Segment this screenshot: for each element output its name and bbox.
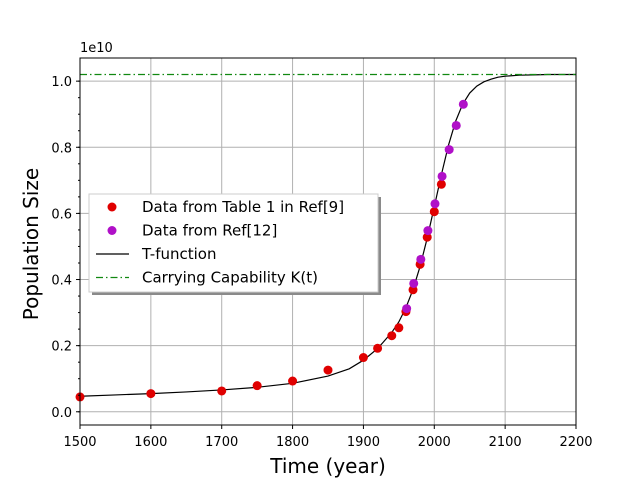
- legend-label: T-function: [141, 245, 216, 263]
- ref12-data-point: [444, 145, 454, 155]
- ref9-data-point: [252, 381, 262, 391]
- t-function-line: [79, 73, 576, 397]
- legend-label: Data from Table 1 in Ref[9]: [142, 198, 344, 216]
- x-tick-label: 1800: [276, 435, 309, 450]
- x-tick-label: 1900: [347, 435, 380, 450]
- legend-marker: [107, 202, 117, 212]
- ref12-data-point: [402, 304, 412, 314]
- y-tick-label: 0.0: [51, 406, 72, 421]
- ref12-data-point: [437, 171, 447, 181]
- y-exponent-label: 1e10: [80, 41, 113, 56]
- legend: Data from Table 1 in Ref[9] Data from Ref…: [88, 193, 381, 295]
- y-axis-label: Population Size: [19, 168, 43, 321]
- ref12-data-point: [458, 99, 468, 109]
- x-tick-label: 2000: [418, 435, 451, 450]
- x-tick-label: 1600: [134, 435, 167, 450]
- ref12-data-point: [409, 278, 419, 288]
- ref9-data-point: [146, 389, 156, 399]
- y-tick-label: 1.0: [51, 75, 72, 90]
- ref9-data-point: [436, 179, 446, 189]
- legend-marker: [107, 226, 117, 235]
- x-tick-label: 1500: [63, 435, 96, 450]
- y-tick-label: 0.2: [51, 340, 72, 355]
- ref12-data-point: [423, 226, 433, 236]
- legend-box: [88, 193, 379, 293]
- axis-ticks: 1500 1600 1700 1800 1900 2000 2100 2200 0.0 0.2 0.…: [51, 75, 592, 450]
- ref9-data-point: [288, 376, 298, 386]
- y-tick-label: 0.4: [51, 274, 72, 289]
- ref9-data-point: [387, 331, 397, 341]
- ref9-data-point: [373, 343, 383, 353]
- ref9-data-point: [358, 353, 368, 363]
- plot-frame: [79, 57, 577, 426]
- x-axis-label: Time (year): [269, 454, 386, 478]
- y-tick-label: 0.6: [51, 207, 72, 222]
- ref9-data-point: [429, 207, 439, 217]
- ref12-data-point: [416, 254, 426, 264]
- ref9-data-point: [323, 365, 333, 375]
- legend-label: Carrying Capability K(t): [142, 269, 318, 287]
- x-tick-label: 2200: [559, 435, 592, 450]
- y-tick-label: 0.8: [51, 141, 72, 156]
- ref9-data-point: [394, 323, 404, 333]
- ref12-data-point: [430, 199, 440, 209]
- legend-label: Data from Ref[12]: [142, 222, 277, 240]
- ref9-data-point: [422, 232, 432, 242]
- plot-series: [75, 73, 576, 402]
- x-tick-label: 2100: [489, 435, 522, 450]
- x-tick-label: 1700: [205, 435, 238, 450]
- ref12-data-point: [451, 120, 461, 130]
- ref9-data-point: [217, 386, 227, 396]
